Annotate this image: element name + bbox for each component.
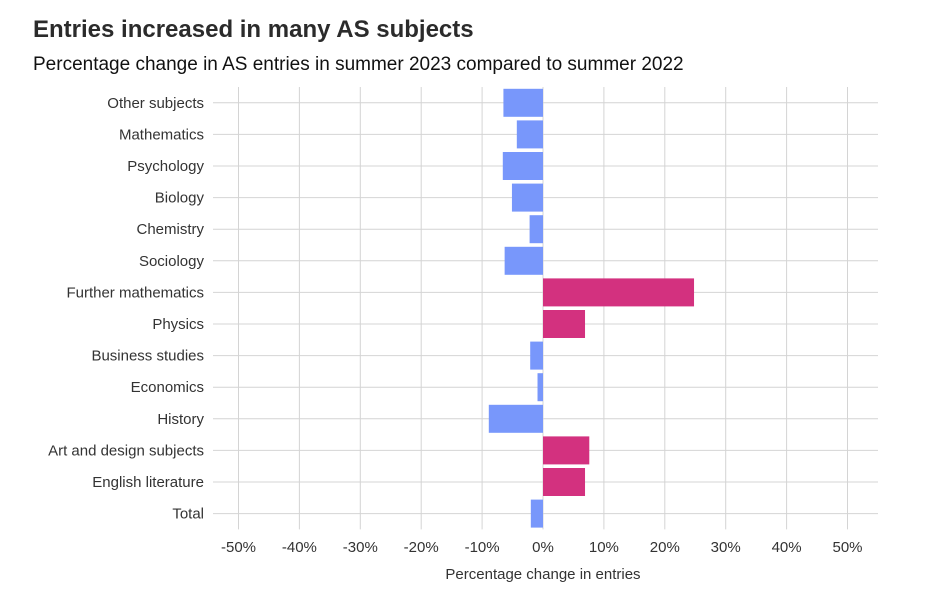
category-label: Total [172,506,204,523]
bar [530,499,543,528]
category-label: Biology [155,190,205,207]
bar [516,120,543,149]
x-tick-label: -30% [343,539,378,556]
category-label: English literature [92,474,204,491]
x-tick-label: 30% [711,539,741,556]
category-label: Chemistry [136,221,204,238]
category-label: Business studies [91,348,204,365]
grid-lines [213,87,878,530]
bar [529,215,543,244]
bar [504,246,543,275]
category-label: Economics [131,379,204,396]
chart-subtitle: Percentage change in AS entries in summe… [33,54,684,75]
x-tick-label: -40% [282,539,317,556]
category-label: Psychology [127,158,204,175]
x-tick-label: -20% [404,539,439,556]
x-tick-label: 20% [650,539,680,556]
x-tick-label: 10% [589,539,619,556]
bar [543,310,586,338]
x-tick-label: -50% [221,539,256,556]
bar [530,341,543,370]
x-tick-label: 0% [532,539,554,556]
x-tick-label: 40% [772,539,802,556]
x-tick-label: -10% [465,539,500,556]
bar [488,404,543,433]
x-tick-label: 50% [832,539,862,556]
x-tick-labels: -50% -40% -30% -20% -10% 0% 10% 20% 30% 40% 50% [221,539,863,556]
x-axis-title: Percentage change in entries [445,566,640,583]
category-label: Sociology [139,253,205,270]
category-label: Other subjects [107,95,204,112]
bar [543,278,695,307]
category-label: History [157,411,204,428]
category-label: Mathematics [119,126,204,143]
category-label: Physics [152,316,204,333]
category-label: Art and design subjects [48,442,204,459]
bar [543,468,586,496]
category-label: Further mathematics [66,284,204,301]
bar [503,88,543,117]
bar [543,436,590,465]
bar [537,373,543,402]
bar [511,183,543,212]
bars [488,88,695,528]
chart-title: Entries increased in many AS subjects [33,16,474,43]
category-labels: Other subjects Mathematics Psychology Biolo… [48,95,204,523]
bar [502,152,543,180]
